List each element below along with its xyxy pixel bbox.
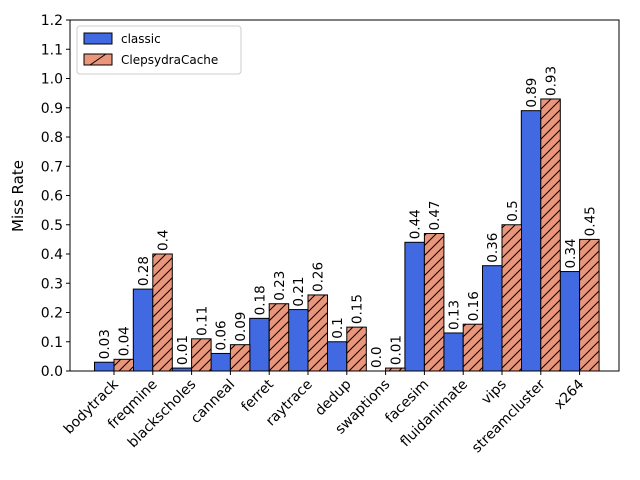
value-label-classic-raytrace: 0.21 [291,277,307,307]
bar-classic-canneal [210,352,231,372]
y-tick-label: 0.3 [41,276,63,292]
bar-hatch-raytrace [308,294,328,371]
value-label-classic-bodytrack: 0.03 [97,329,113,359]
legend [76,25,242,75]
value-label-classic-facesim: 0.44 [408,209,424,239]
bar-classic-fluidanimate [443,332,464,372]
bar-hatch-x264 [579,239,600,371]
bar-classic-raytrace [288,309,309,372]
value-label-classic-x264: 0.34 [563,238,579,268]
value-label-classic-vips: 0.36 [485,233,501,263]
value-label-classic-fluidanimate: 0.13 [446,300,462,330]
value-label-clepsydracache-dedup: 0.15 [350,294,366,324]
bar-hatch-freqmine [152,254,173,371]
value-label-classic-ferret: 0.18 [252,285,268,315]
y-axis-title: Miss Rate [9,160,27,232]
y-tick-label: 1.2 [41,13,63,29]
legend-label-classic: classic [121,32,161,46]
bar-hatch-canneal [230,344,250,371]
y-tick-label: 0.6 [41,189,63,205]
y-tick-label: 0.7 [41,159,63,175]
value-label-clepsydracache-freqmine: 0.4 [156,230,172,251]
value-label-classic-streamcluster: 0.89 [524,78,540,108]
y-tick-label: 1.0 [41,72,63,88]
y-tick-label: 0.8 [41,130,63,146]
bar-classic-ferret [249,317,270,372]
value-label-clepsydracache-canneal: 0.09 [233,312,249,342]
value-label-classic-freqmine: 0.28 [136,256,152,286]
bar-hatch-vips [502,224,522,371]
value-label-clepsydracache-swaptions: 0.01 [388,335,404,365]
x-tick-label-fluidanimate: fluidanimate [397,377,471,451]
value-label-clepsydracache-fluidanimate: 0.16 [466,291,482,321]
value-label-classic-dedup: 0.1 [330,317,346,338]
x-tick-label-blackscholes: blackscholes [125,377,200,452]
bar-hatch-blackscholes [191,338,212,371]
y-tick-label: 0.9 [41,101,63,117]
bar-hatch-streamcluster [540,98,561,371]
bar-classic-x264 [559,271,581,372]
value-label-clepsydracache-x264: 0.45 [582,206,598,236]
legend-label-clepsydracache: ClepsydraCache [121,53,218,67]
bar-hatch-dedup [346,327,367,371]
y-tick-label: 0.5 [41,218,63,234]
y-tick-label: 0.4 [41,247,63,263]
x-tick-label-vips: vips [478,377,509,408]
bar-hatch-bodytrack [114,359,134,371]
value-label-clepsydracache-facesim: 0.47 [427,200,443,230]
value-label-clepsydracache-vips: 0.5 [505,200,521,221]
bar-classic-streamcluster [520,110,542,372]
y-tick-label: 0.0 [41,364,63,380]
value-label-classic-swaptions: 0.0 [369,347,385,368]
legend-swatch-classic [83,32,113,45]
legend-hatch-line [89,53,107,66]
bar-classic-vips [482,265,503,372]
value-label-clepsydracache-raytrace: 0.26 [311,262,327,292]
bar-classic-bodytrack [94,361,115,372]
y-tick-label: 1.1 [41,42,63,58]
value-label-classic-blackscholes: 0.01 [175,335,191,365]
x-tick-label-x264: x264 [551,376,587,412]
bar-hatch-fluidanimate [463,324,483,371]
value-label-clepsydracache-blackscholes: 0.11 [194,306,210,336]
bar-hatch-facesim [424,233,444,371]
bar-classic-facesim [404,241,425,372]
value-label-clepsydracache-streamcluster: 0.93 [544,66,560,96]
value-label-clepsydracache-bodytrack: 0.04 [117,326,133,356]
y-tick-label: 0.2 [41,306,63,322]
bar-hatch-swaptions [385,368,406,371]
bar-classic-dedup [326,341,348,372]
y-tick-label: 0.1 [41,335,63,351]
value-label-classic-canneal: 0.06 [214,320,230,350]
value-label-clepsydracache-ferret: 0.23 [272,271,288,301]
bar-hatch-ferret [269,303,289,371]
plot-area: 0.030.280.01 0.060.18 0.210.10.00.440.130.… [41,13,620,456]
bar-classic-freqmine [132,288,154,372]
